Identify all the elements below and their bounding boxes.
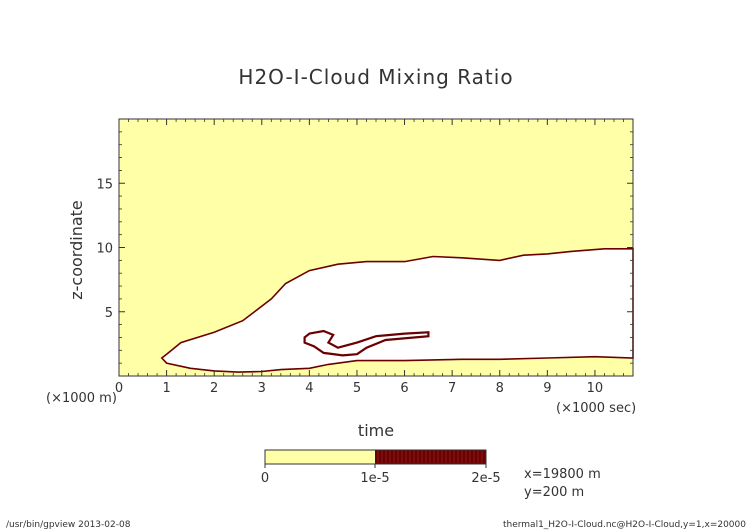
colorbar-label: 2e-5	[471, 471, 500, 486]
x-tick-label: 8	[496, 381, 504, 396]
cloud-region	[160, 248, 634, 373]
y-tick-label: 10	[96, 242, 113, 257]
y-axis-ticks: 5 10 15	[96, 131, 633, 364]
x-tick-label: 3	[258, 381, 266, 396]
x-tick-label: 6	[400, 381, 408, 396]
x-tick-label: 10	[587, 381, 604, 396]
y-unit-note: (×1000 m)	[46, 391, 117, 406]
footer-right: thermal1_H2O-I-Cloud.nc@H2O-I-Cloud,y=1,…	[503, 520, 746, 530]
y-tick-label: 5	[105, 306, 113, 321]
x-unit-note: (×1000 sec)	[556, 401, 636, 416]
footer-left: /usr/bin/gpview 2013-02-08	[6, 520, 131, 530]
x-axis-ticks: 0 1 2 3 4 5 6 7 8 9 10	[115, 119, 634, 396]
x-tick-label: 2	[210, 381, 218, 396]
colorbar-low	[265, 450, 375, 464]
x-tick-label: 4	[305, 381, 313, 396]
colorbar-stripes	[377, 451, 483, 463]
x-tick-label: 0	[115, 381, 123, 396]
colorbar-label: 1e-5	[360, 471, 389, 486]
position-y: y=200 m	[524, 485, 584, 500]
colorbar-labels: 0 1e-5 2e-5	[261, 464, 501, 486]
x-axis-label: time	[358, 421, 394, 440]
cloud-feature	[303, 329, 430, 357]
y-axis-label: z-coordinate	[67, 200, 86, 300]
chart-title: H2O-I-Cloud Mixing Ratio	[238, 65, 513, 89]
y-tick-label: 15	[96, 177, 113, 192]
x-tick-label: 5	[353, 381, 361, 396]
x-tick-label: 1	[162, 381, 170, 396]
x-tick-label: 9	[543, 381, 551, 396]
position-x: x=19800 m	[524, 467, 601, 482]
x-tick-label: 7	[448, 381, 456, 396]
colorbar-label: 0	[261, 471, 269, 486]
